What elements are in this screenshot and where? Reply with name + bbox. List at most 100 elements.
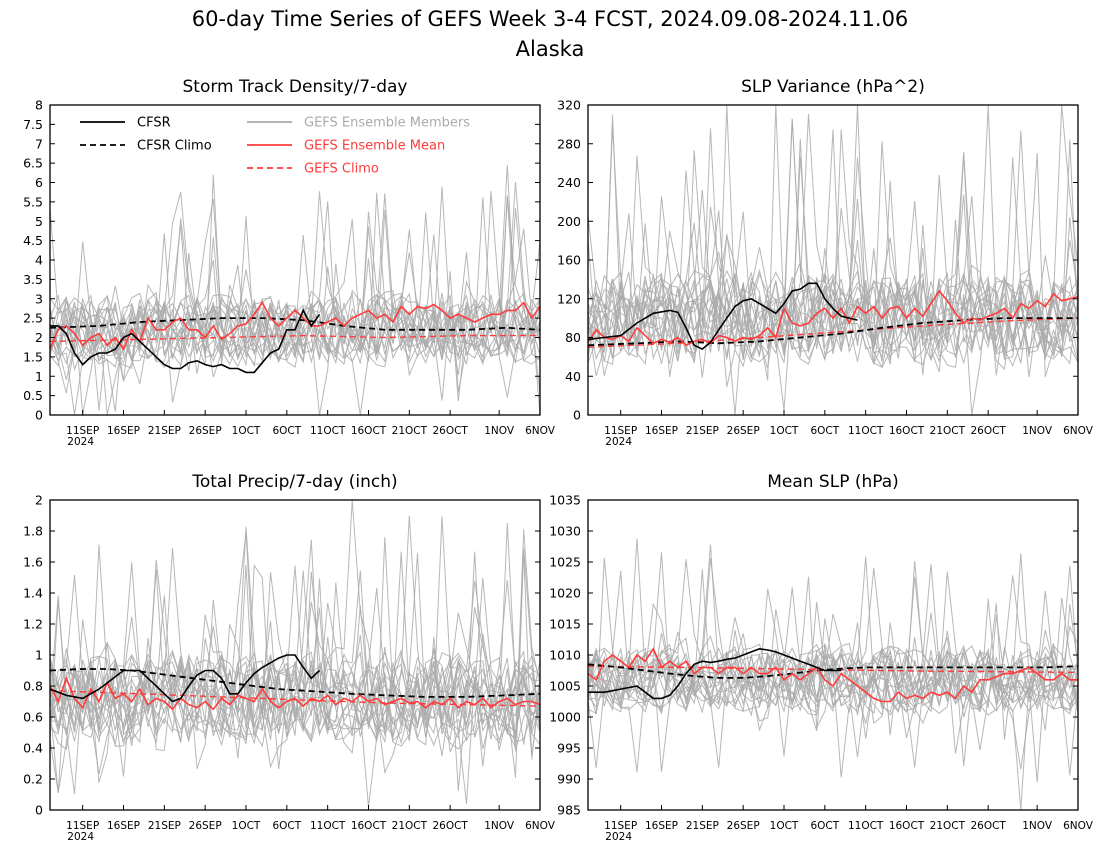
y-tick-label: 1020: [549, 586, 581, 601]
x-tick-label: 26SEP: [727, 425, 760, 437]
x-tick-label: 1NOV: [1022, 820, 1053, 832]
x-tick-label: 6OCT: [272, 820, 301, 832]
y-tick-label: 80: [565, 330, 581, 345]
ensemble-member-line: [49, 208, 541, 366]
ensemble-members: [587, 104, 1079, 416]
chart-panels: Storm Track Density/7-day 0 0.5 1 1.5 2 2.5 3 3.…: [23, 77, 1094, 843]
cfsr-line: [49, 654, 321, 703]
x-tick-label: 26OCT: [432, 425, 468, 437]
x-tick-label: 16SEP: [107, 425, 140, 437]
x-tick-label: 1OCT: [232, 820, 261, 832]
y-tick-label: 1: [35, 369, 43, 384]
y-tick-label: 5: [35, 214, 43, 229]
y-tick-label: 7.5: [23, 117, 43, 132]
x-tick-label: 21SEP: [686, 425, 719, 437]
cfsr-climo-line: [49, 317, 541, 331]
y-tick-label: 0.4: [23, 741, 43, 756]
x-tick-label: 11OCT: [848, 425, 884, 437]
x-tick-label: 16OCT: [351, 820, 387, 832]
ensemble-member-line: [587, 238, 1079, 376]
x-tick-label: 6NOV: [525, 425, 556, 437]
x-tick-label: 11SEP: [66, 425, 99, 437]
x-tick-label: 6OCT: [810, 425, 839, 437]
y-tick-label: 1015: [549, 617, 581, 632]
x-year-label: 2024: [605, 831, 632, 843]
panel-4: Mean SLP (hPa) 985 990 995 1000 1005 1010 1015 1…: [549, 472, 1094, 843]
x-tick-label: 6OCT: [272, 425, 301, 437]
legend-gefs-climo-label: GEFS Climo: [304, 162, 379, 177]
y-tick-label: 120: [557, 291, 581, 306]
gefs-mean-line: [49, 301, 541, 351]
gefs-mean-line: [587, 289, 1079, 347]
ensemble-member-line: [587, 587, 1079, 712]
y-tick-label: 2: [35, 330, 43, 345]
gefs-climo-line: [587, 317, 1079, 348]
y-tick-label: 40: [565, 369, 581, 384]
y-tick-label: 4: [35, 253, 43, 268]
x-tick-label: 21OCT: [930, 820, 966, 832]
x-tick-label: 21OCT: [392, 425, 428, 437]
panel-title: Mean SLP (hPa): [767, 472, 899, 492]
x-year-label: 2024: [605, 436, 632, 448]
ensemble-member-line: [587, 104, 1079, 381]
ensemble-members: [49, 499, 541, 808]
y-tick-label: 995: [557, 741, 581, 756]
ensemble-member-line: [587, 113, 1079, 416]
panel-1: Storm Track Density/7-day 0 0.5 1 1.5 2 2.5 3 3.…: [23, 77, 556, 448]
ensemble-member-line: [587, 124, 1079, 375]
y-tick-label: 985: [557, 803, 581, 818]
ensemble-member-line: [587, 174, 1079, 357]
y-tick-label: 0: [35, 408, 43, 423]
x-tick-label: 6NOV: [525, 820, 556, 832]
ensemble-member-line: [49, 582, 541, 746]
ensemble-member-line: [587, 558, 1079, 717]
cfsr-climo-line: [587, 663, 1079, 679]
x-tick-label: 1OCT: [232, 425, 261, 437]
x-tick-label: 16SEP: [645, 820, 678, 832]
y-tick-label: 3.5: [23, 272, 43, 287]
y-tick-label: 6.5: [23, 156, 43, 171]
x-tick-label: 1NOV: [484, 425, 515, 437]
x-tick-label: 16OCT: [889, 425, 925, 437]
ensemble-member-line: [587, 119, 1079, 371]
y-tick-label: 160: [557, 253, 581, 268]
y-tick-label: 1030: [549, 524, 581, 539]
cfsr-climo-line: [49, 668, 541, 698]
y-tick-label: 1000: [549, 710, 581, 725]
figure-title: 60-day Time Series of GEFS Week 3-4 FCST…: [192, 7, 909, 31]
y-tick-label: 3: [35, 291, 43, 306]
plot-frame: [49, 104, 541, 416]
ensemble-member-line: [49, 212, 541, 365]
y-tick-label: 0.2: [23, 772, 43, 787]
ensemble-member-line: [587, 180, 1079, 366]
ensemble-member-line: [587, 646, 1079, 772]
legend-cfsr-label: CFSR: [137, 116, 171, 131]
y-tick-label: 5.5: [23, 194, 43, 209]
ensemble-member-line: [49, 547, 541, 747]
ensemble-member-line: [587, 138, 1079, 376]
x-tick-label: 11SEP: [66, 820, 99, 832]
x-tick-label: 11SEP: [604, 425, 637, 437]
ensemble-member-line: [49, 195, 541, 369]
y-tick-label: 1: [35, 648, 43, 663]
x-tick-label: 16SEP: [645, 425, 678, 437]
y-tick-label: 1010: [549, 648, 581, 663]
y-tick-label: 1005: [549, 679, 581, 694]
gefs-climo-line: [49, 689, 541, 707]
y-tick-label: 1.4: [23, 586, 43, 601]
ensemble-member-line: [49, 529, 541, 795]
ensemble-member-line: [587, 538, 1079, 751]
y-tick-label: 0.6: [23, 710, 43, 725]
y-tick-label: 0: [573, 408, 581, 423]
ensemble-members: [49, 164, 541, 416]
ensemble-member-line: [587, 645, 1079, 758]
panel-2: SLP Variance (hPa^2) 0 40 80 120 160 200 240 280…: [557, 77, 1094, 448]
x-tick-label: 21OCT: [392, 820, 428, 832]
y-tick-label: 1.6: [23, 555, 43, 570]
ensemble-member-line: [587, 622, 1079, 715]
x-tick-label: 11OCT: [310, 425, 346, 437]
gefs-mean-line: [49, 676, 541, 711]
x-tick-label: 11OCT: [310, 820, 346, 832]
y-tick-label: 280: [557, 136, 581, 151]
x-tick-label: 26SEP: [727, 820, 760, 832]
